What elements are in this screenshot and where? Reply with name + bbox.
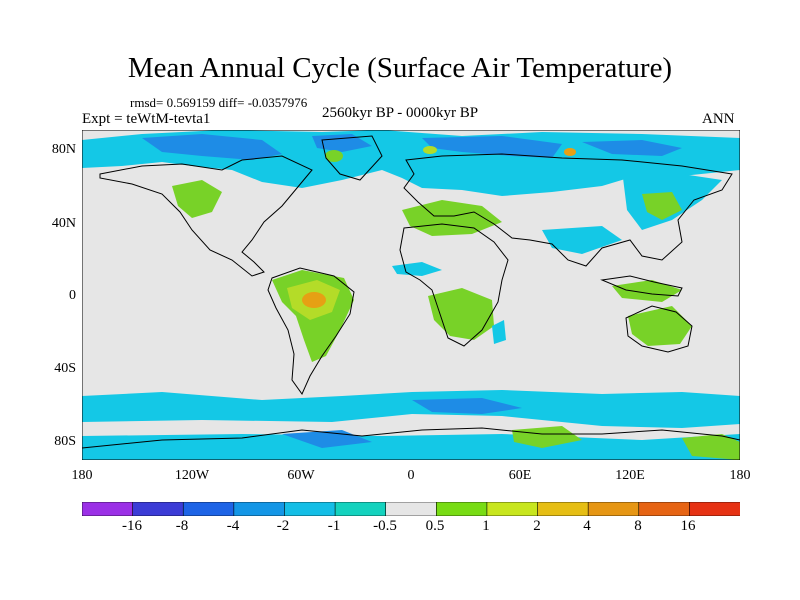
coastline-antarctica — [82, 427, 740, 449]
colorbar-label: -8 — [175, 518, 189, 534]
colorbar-swatch — [638, 502, 691, 516]
period-label: 2560kyr BP - 0000kyr BP — [322, 105, 479, 121]
arctic-blue-region — [142, 134, 282, 160]
y-tick-label: 40N — [51, 216, 76, 231]
arctic-blue-region — [422, 136, 562, 158]
eurasia-green-region — [402, 200, 502, 236]
colorbar-label: -0.5 — [373, 518, 397, 534]
x-tick-label: 180 — [729, 468, 751, 483]
antarctic-green-region — [682, 434, 740, 460]
asia-cyan-region — [542, 226, 622, 254]
map-title: Mean Annual Cycle (Surface Air Temperatu… — [127, 52, 673, 84]
x-tick-label: 0 — [407, 468, 415, 483]
y-tick-label: 80S — [54, 434, 76, 449]
colorbar-swatch — [82, 502, 134, 516]
colorbar-swatch — [284, 502, 336, 516]
colorbar-label: -2 — [276, 518, 290, 534]
coastline-south-america — [267, 267, 355, 396]
south-america-orange-core — [302, 292, 326, 308]
colorbar-swatch — [436, 502, 488, 516]
colorbar — [82, 502, 740, 516]
y-tick-label: 40S — [54, 361, 76, 376]
season-label: ANN — [702, 111, 735, 127]
coastlines — [82, 135, 740, 449]
southern-ocean-blue-region — [412, 398, 522, 414]
colorbar-label: 1 — [482, 518, 490, 534]
anomaly-regions — [82, 130, 740, 460]
coastline-north-america — [99, 155, 313, 277]
experiment-label: Expt = teWtM-tevta1 — [82, 111, 211, 127]
asia-green-region — [642, 192, 682, 220]
coastline-indonesia — [600, 275, 683, 297]
colorbar-swatch — [587, 502, 640, 516]
australia-green-region — [628, 306, 692, 346]
colorbar-label: 16 — [680, 518, 696, 534]
x-tick-label: 60W — [287, 468, 315, 483]
colorbar-label: 2 — [533, 518, 541, 534]
colorbar-swatch — [486, 502, 539, 516]
antarctic-green-region — [512, 426, 582, 448]
colorbar-label: -4 — [226, 518, 240, 534]
colorbar-swatch — [334, 502, 387, 516]
stats-text: rmsd= 0.569159 diff= -0.0357976 — [130, 95, 308, 110]
y-tick-label: 0 — [69, 288, 76, 303]
coastline-africa — [399, 223, 509, 347]
colorbar-label: 0.5 — [425, 518, 445, 534]
arctic-blue-region — [582, 140, 682, 156]
colorbar-swatch — [182, 502, 235, 516]
coastline-australia — [625, 305, 693, 353]
north-america-green-region — [172, 180, 222, 218]
colorbar-label: 4 — [583, 518, 591, 534]
colorbar-label: -1 — [327, 518, 341, 534]
colorbar-label: 8 — [634, 518, 642, 534]
arctic-green-spot — [423, 146, 437, 154]
colorbar-swatch — [689, 502, 740, 516]
arctic-orange-spot — [564, 148, 576, 156]
coastline-greenland — [321, 135, 383, 181]
arctic-blue-region — [312, 134, 372, 152]
x-tick-label: 60E — [508, 468, 532, 483]
colorbar-swatch — [132, 502, 185, 516]
colorbar-swatch — [537, 502, 589, 516]
world-map — [82, 130, 740, 460]
coastline-eurasia — [403, 153, 733, 267]
colorbar-swatch — [233, 502, 286, 516]
arctic-green-spot — [325, 150, 343, 162]
x-tick-label: 180 — [71, 468, 93, 483]
colorbar-swatch — [385, 502, 438, 516]
x-tick-label: 120W — [174, 468, 210, 483]
colorbar-label: -16 — [122, 518, 142, 534]
x-tick-label: 120E — [615, 468, 645, 483]
y-tick-label: 80N — [51, 142, 76, 157]
africa-cyan-region — [492, 320, 506, 344]
indonesia-green-region — [612, 280, 682, 302]
